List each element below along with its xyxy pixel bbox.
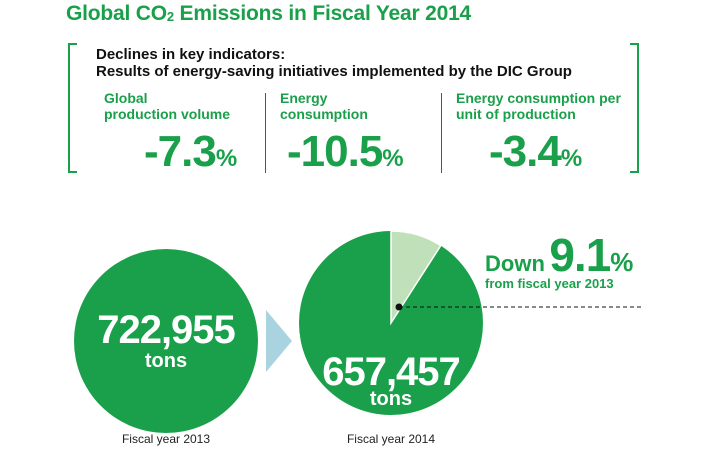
fy2013-unit: tons: [144, 350, 188, 372]
indicator-energy-consumption: Energy consumption: [280, 90, 368, 122]
fy2014-unit: tons: [369, 388, 413, 410]
indicator-value: -10.5%: [287, 127, 404, 176]
fy2013-value: 722,955: [97, 308, 236, 352]
indicator-label: Energy consumption: [280, 90, 368, 122]
page-title: Global CO2 Emissions in Fiscal Year 2014: [66, 2, 472, 25]
indicator-energy-per-unit: Energy consumption per unit of productio…: [456, 90, 621, 122]
reduction-slice: [390, 230, 442, 326]
fy2014-value: 657,457: [322, 350, 461, 394]
indicator-production-volume: Global production volume: [104, 90, 230, 122]
arrow-right-icon: [266, 310, 292, 372]
reduction-basis: from fiscal year 2013: [485, 276, 614, 291]
circle-fy2013: [74, 249, 258, 433]
leader-dot: [395, 303, 403, 311]
indicator-value: -7.3%: [144, 127, 238, 176]
indicator-label: Global production volume: [104, 90, 230, 122]
divider: [441, 93, 442, 173]
indicator-value: -3.4%: [489, 127, 583, 176]
divider: [265, 93, 266, 173]
reduction-label: Down 9.1%: [485, 229, 634, 281]
right-bracket: [630, 43, 639, 173]
left-bracket: [68, 43, 77, 173]
indicator-label: Energy consumption per unit of productio…: [456, 90, 621, 122]
fy2013-caption: Fiscal year 2013: [121, 432, 211, 446]
fy2014-caption: Fiscal year 2014: [346, 432, 436, 446]
indicators-heading: Declines in key indicators: Results of e…: [96, 46, 572, 80]
